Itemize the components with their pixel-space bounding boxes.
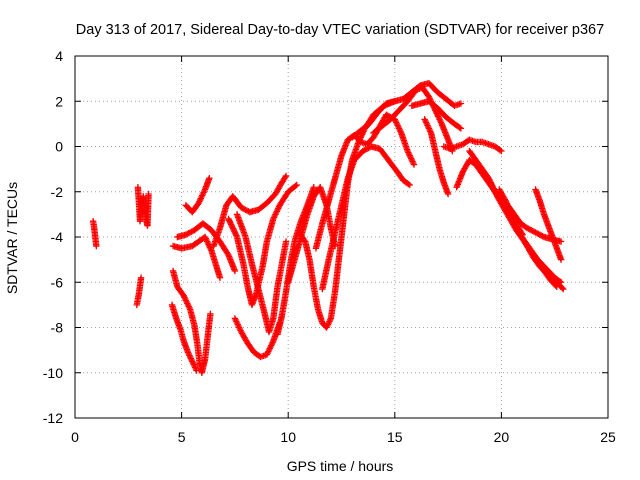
data-point-marker	[539, 233, 546, 240]
series-track-21	[421, 116, 452, 198]
x-tick-label: 0	[71, 429, 79, 445]
data-point-marker	[410, 161, 418, 168]
data-point-marker	[301, 237, 308, 244]
data-point-marker	[229, 224, 236, 231]
data-point-marker	[556, 278, 564, 285]
series-track-20	[408, 98, 465, 132]
data-point-marker	[557, 279, 565, 286]
data-point-marker	[456, 124, 463, 131]
data-point-marker	[137, 274, 145, 281]
data-point-marker	[553, 283, 561, 290]
series-track-02	[134, 184, 152, 229]
y-axis-label: SDTVAR / TECUs	[4, 182, 20, 294]
x-tick-label: 5	[178, 429, 186, 445]
y-tick-label: -2	[51, 184, 64, 200]
series-track-10	[225, 181, 300, 309]
series-track-04	[169, 267, 214, 376]
data-point-marker	[496, 146, 504, 154]
y-tick-label: -10	[43, 365, 63, 381]
x-axis-ticks: 0 5 10 15 20 25	[71, 56, 616, 445]
data-point-marker	[457, 100, 465, 107]
y-tick-label: 4	[55, 48, 63, 64]
data-point-marker	[444, 190, 452, 198]
x-tick-label: 25	[600, 429, 616, 445]
data-point-marker	[227, 219, 234, 227]
x-tick-label: 15	[387, 429, 403, 445]
data-point-marker	[206, 174, 213, 182]
data-point-marker	[310, 184, 317, 191]
data-point-marker	[193, 367, 200, 374]
data-point-marker	[552, 282, 559, 289]
x-tick-label: 20	[494, 429, 510, 445]
data-point-marker	[230, 226, 237, 234]
y-tick-label: -6	[51, 274, 64, 290]
series-track-01	[89, 217, 100, 250]
data-point-marker	[227, 221, 235, 228]
y-tick-label: 2	[55, 93, 63, 109]
series-track-17	[319, 143, 413, 293]
y-tick-label: -4	[51, 229, 64, 245]
series-track-12	[233, 211, 290, 336]
data-point-marker	[226, 218, 234, 225]
data-point-marker	[225, 217, 233, 224]
series-track-15	[295, 98, 398, 331]
data-point-marker	[292, 182, 299, 190]
data-point-marker	[560, 285, 567, 293]
data-point-marker	[518, 230, 526, 237]
data-point-marker	[457, 125, 465, 132]
data-point-marker	[233, 232, 240, 239]
data-point-marker	[228, 222, 235, 230]
data-point-marker	[224, 250, 231, 257]
data-point-marker	[293, 181, 300, 189]
data-point-marker	[406, 181, 413, 189]
data-point-marker	[282, 174, 289, 181]
series-track-09	[210, 172, 290, 250]
y-tick-label: 0	[55, 139, 63, 155]
chart-title: Day 313 of 2017, Sidereal Day-to-day VTE…	[76, 22, 604, 38]
series-track-05	[168, 301, 200, 374]
data-point-marker	[231, 267, 239, 275]
series-track-03	[133, 274, 145, 309]
data-point-marker	[498, 147, 505, 155]
data-point-marker	[519, 231, 526, 238]
data-point-marker	[282, 172, 290, 180]
y-tick-label: -8	[51, 320, 64, 336]
data-point-marker	[207, 310, 214, 318]
data-series	[89, 79, 567, 376]
series-track-27	[532, 186, 565, 263]
data-point-marker	[229, 225, 237, 232]
y-axis-ticks: -12 -10 -8 -6 -4 -2 0 2 4	[43, 48, 608, 426]
data-point-marker	[145, 190, 152, 198]
data-point-marker	[558, 284, 566, 292]
x-axis-label: GPS time / hours	[287, 458, 394, 474]
y-tick-label: -12	[43, 410, 63, 426]
series-track-06	[174, 220, 239, 275]
data-point-marker	[557, 256, 565, 263]
series-track-08	[182, 174, 213, 216]
data-point-marker	[216, 274, 224, 281]
series-track-28	[510, 215, 526, 238]
data-point-marker	[232, 231, 239, 238]
series-track-22	[440, 136, 505, 155]
data-point-marker	[231, 229, 239, 237]
data-point-marker	[557, 238, 565, 245]
data-point-marker	[501, 196, 509, 203]
data-point-marker	[225, 215, 232, 223]
data-point-marker	[405, 180, 412, 188]
data-point-marker	[231, 228, 238, 235]
plot-frame	[74, 55, 609, 419]
series-track-07	[169, 233, 224, 281]
x-tick-label: 10	[280, 429, 296, 445]
data-point-marker	[282, 238, 290, 245]
data-point-marker	[93, 242, 100, 250]
